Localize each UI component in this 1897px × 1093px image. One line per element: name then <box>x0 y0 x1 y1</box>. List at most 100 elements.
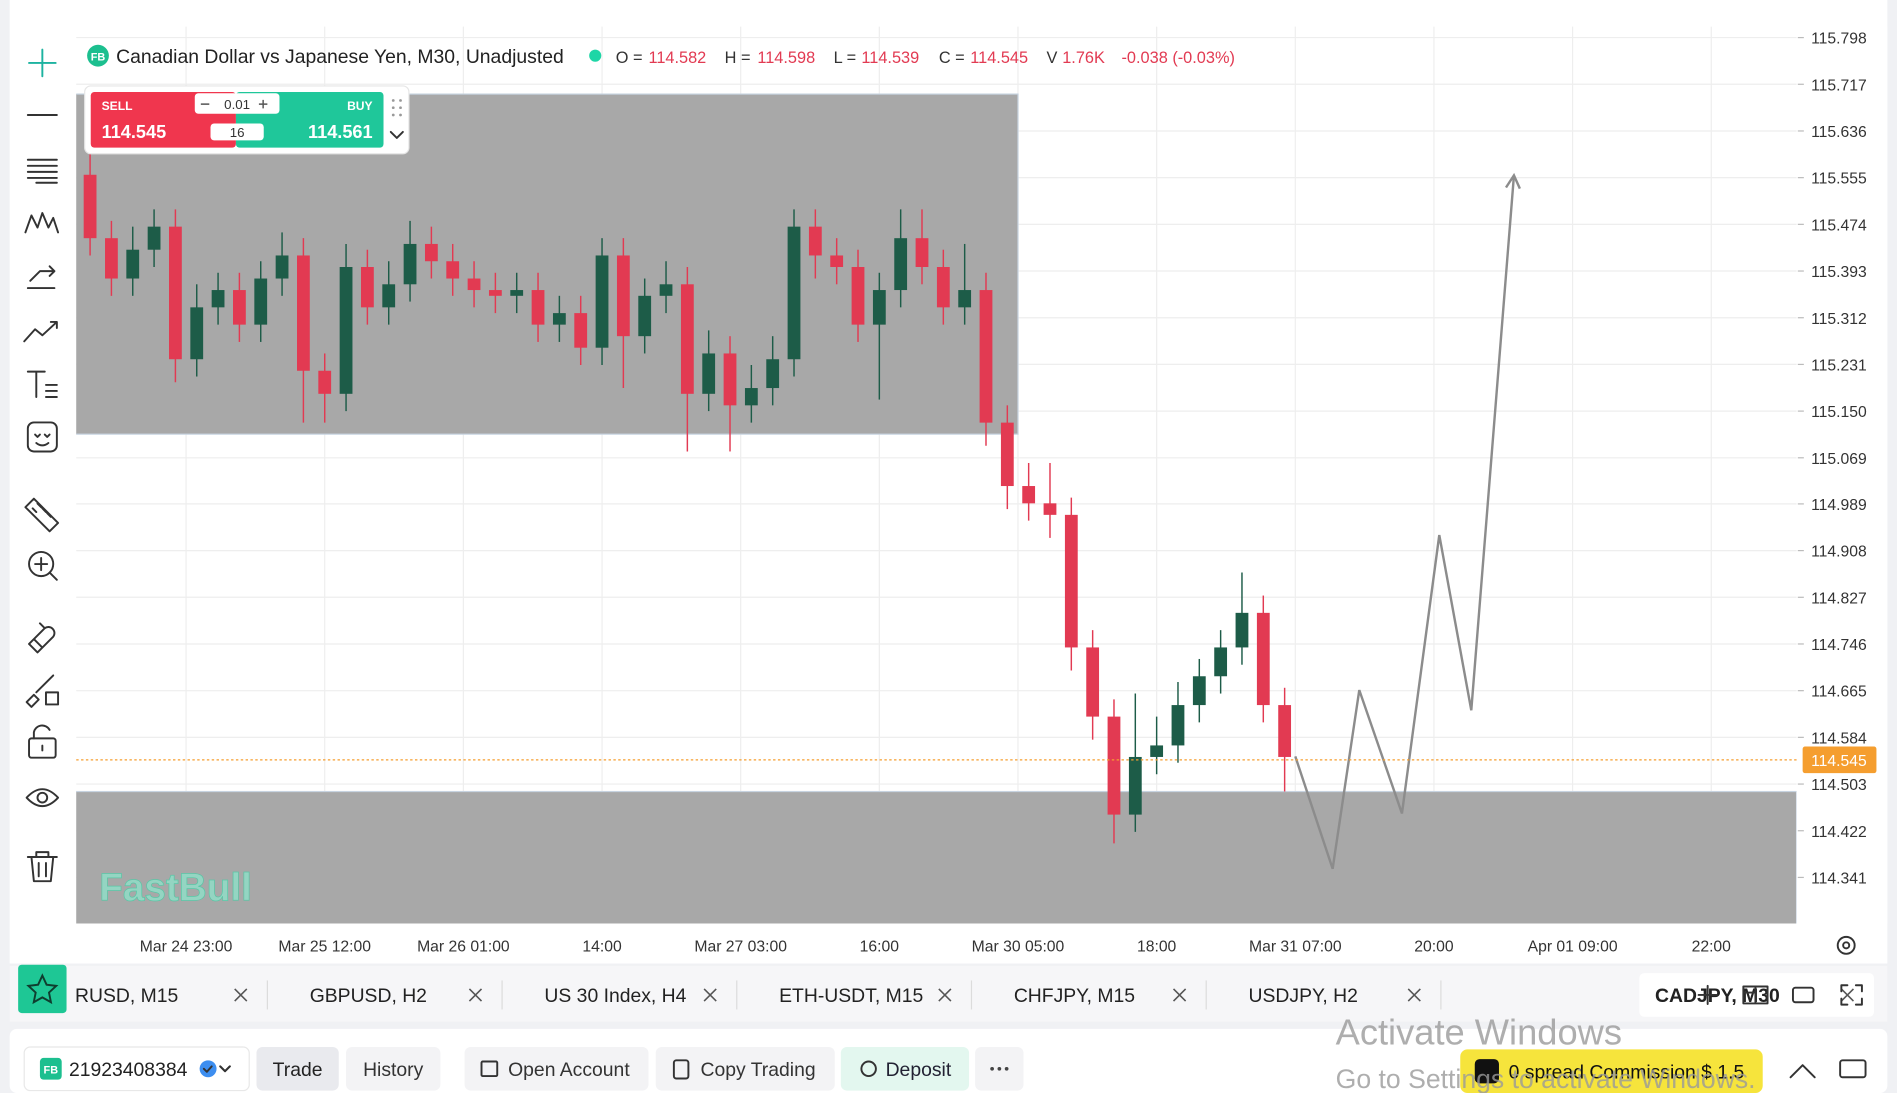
buy-label: BUY <box>347 99 373 113</box>
fullscreen-icon[interactable] <box>1840 984 1863 1006</box>
y-tick-label: 115.150 <box>1811 404 1867 421</box>
tab-close <box>234 988 248 1002</box>
text-tool[interactable] <box>26 370 58 398</box>
tab-close <box>468 988 483 1002</box>
candle-body <box>1235 612 1249 648</box>
expand-icon[interactable] <box>389 130 404 139</box>
candle-body <box>936 266 950 308</box>
history-tab[interactable] <box>346 1047 441 1091</box>
copy-trading-button[interactable] <box>655 1047 835 1091</box>
candle-body <box>1192 676 1206 706</box>
candle-body <box>211 290 225 308</box>
chart-header: FB Canadian Dollar vs Japanese Yen, M30,… <box>87 44 1235 68</box>
candle-body <box>552 313 566 325</box>
candle-body <box>169 226 182 360</box>
magnet-tool[interactable] <box>28 622 56 654</box>
y-tick-label: 114.503 <box>1811 777 1867 794</box>
fib-tool[interactable] <box>26 158 58 184</box>
candle-body <box>1256 612 1270 706</box>
brush-tool[interactable] <box>25 674 60 708</box>
axes: 115.798 115.717 115.636 115.555 115.474 115.3… <box>140 31 1877 955</box>
star-icon <box>26 973 59 1005</box>
button-label: History <box>363 1059 424 1081</box>
zoom-tool[interactable] <box>28 550 58 581</box>
projection-tool[interactable] <box>26 265 56 290</box>
tab-close <box>1840 988 1855 1002</box>
y-tick-label: 114.422 <box>1811 824 1867 841</box>
favorites-button[interactable] <box>18 964 67 1014</box>
window-icon[interactable] <box>1791 986 1815 1004</box>
panel-icon[interactable] <box>1839 1059 1867 1079</box>
lot-size: 0.01 <box>224 97 250 112</box>
tab-close <box>938 988 952 1002</box>
emoji-tool[interactable] <box>26 421 58 453</box>
tab-close <box>1172 988 1187 1002</box>
spread-box <box>210 123 264 141</box>
candle-body <box>254 278 268 325</box>
lock-tool[interactable] <box>28 724 57 759</box>
trend-tool[interactable] <box>23 321 58 343</box>
drawing-toolbar <box>23 48 60 883</box>
verified-icon <box>199 1060 217 1078</box>
tab-label[interactable]: US 30 Index, H4 <box>544 985 686 1007</box>
open-account-button[interactable] <box>464 1047 649 1091</box>
tab-label[interactable]: CHFJPY, M15 <box>1014 985 1135 1007</box>
tab-label[interactable]: RUSD, M15 <box>75 985 178 1007</box>
y-axis-area <box>1797 26 1888 924</box>
candle-body <box>105 238 118 279</box>
tab-label[interactable]: USDJPY, H2 <box>1249 985 1358 1007</box>
tab-bar <box>9 965 1888 1022</box>
y-tick-label: 115.555 <box>1811 171 1867 188</box>
lot-box[interactable] <box>194 93 280 114</box>
x-tick-label: Apr 01 09:00 <box>1528 938 1618 955</box>
promo-banner[interactable] <box>1460 1049 1763 1093</box>
drag-handle[interactable] <box>391 99 402 117</box>
crosshair-tool[interactable] <box>28 48 57 78</box>
y-tick-label: 114.584 <box>1811 730 1867 747</box>
x-tick-label: Mar 25 12:00 <box>278 938 371 955</box>
candle-body <box>915 238 929 267</box>
visibility-tool[interactable] <box>25 788 60 808</box>
candle-body <box>1150 745 1164 757</box>
candle-body <box>147 226 161 250</box>
candle-body <box>531 290 545 325</box>
candle-body <box>318 370 332 394</box>
trade-tab[interactable] <box>256 1047 339 1091</box>
settings-icon[interactable] <box>1836 935 1856 955</box>
add-tab[interactable] <box>1697 984 1718 1006</box>
candle-body <box>1064 514 1078 648</box>
deposit-button[interactable] <box>840 1047 970 1091</box>
y-tick-label: 115.474 <box>1811 217 1867 234</box>
candle-body <box>872 290 886 325</box>
candle-body <box>659 284 673 296</box>
delete-tool[interactable] <box>26 851 58 883</box>
tab-close <box>1407 988 1421 1002</box>
pattern-tool[interactable] <box>24 212 60 234</box>
account-selector[interactable] <box>23 1046 250 1092</box>
candle-body <box>702 353 716 394</box>
layout-icon[interactable] <box>1742 985 1769 1005</box>
ruler-tool[interactable] <box>24 497 60 533</box>
tab-label[interactable]: GBPUSD, H2 <box>310 985 427 1007</box>
tab-label[interactable]: CADJPY, M30 <box>1655 985 1780 1007</box>
collapse-icon[interactable] <box>1789 1064 1816 1079</box>
y-tick-label: 115.069 <box>1811 451 1867 468</box>
icon <box>480 1060 499 1078</box>
candle-body <box>830 255 844 267</box>
account-number: 21923408384 <box>69 1059 188 1081</box>
y-tick-label: 114.908 <box>1811 544 1867 561</box>
candle-body <box>574 313 588 348</box>
tab-label[interactable]: ETH-USDT, M15 <box>779 985 923 1007</box>
candle-body <box>233 290 246 325</box>
os-watermark-text: Go to Settings to activate Windows. <box>1336 1064 1756 1093</box>
symbol-badge-text: FB <box>91 52 106 64</box>
ohlc-label: O = <box>616 49 643 67</box>
last-price-tag <box>1802 746 1877 774</box>
symbol-title: Canadian Dollar vs Japanese Yen, M30, Un… <box>116 46 564 68</box>
ohlc-value: 114.598 <box>757 49 815 67</box>
x-tick-label: Mar 26 01:00 <box>417 938 510 955</box>
lot-steppers[interactable] <box>200 99 268 109</box>
candle-body <box>382 284 396 308</box>
status-dot <box>589 49 602 62</box>
candle-body <box>1022 486 1036 504</box>
